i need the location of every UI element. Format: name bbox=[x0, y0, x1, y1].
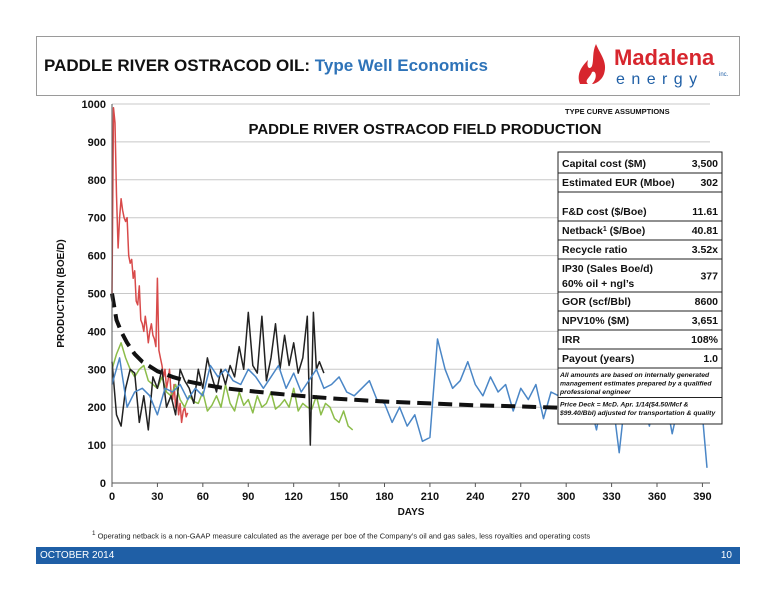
x-axis-label: DAYS bbox=[398, 507, 425, 518]
assumption-value: 302 bbox=[700, 177, 718, 189]
x-tick-label: 240 bbox=[466, 491, 484, 503]
y-tick-label: 200 bbox=[88, 402, 106, 414]
assumptions-table: TYPE CURVE ASSUMPTIONS Capital cost ($M) 3… bbox=[557, 107, 723, 425]
y-axis-label: PRODUCTION (BOE/D) bbox=[56, 239, 67, 347]
x-tick-label: 270 bbox=[512, 491, 530, 503]
assumption-label: Capital cost ($M) bbox=[562, 158, 646, 170]
assumption-value: 8600 bbox=[695, 296, 719, 308]
flame-logo-icon bbox=[578, 44, 606, 84]
assumption-label: Estimated EUR (Mboe) bbox=[562, 177, 675, 189]
logo-suffix: inc. bbox=[719, 72, 729, 78]
footer-bar bbox=[36, 547, 740, 564]
footer-page-number: 10 bbox=[720, 550, 732, 561]
well-production-line bbox=[111, 342, 354, 431]
y-tick-label: 1000 bbox=[82, 99, 106, 111]
x-tick-label: 150 bbox=[330, 491, 348, 503]
footnote: 1 Operating netback is a non-GAAP measur… bbox=[92, 530, 590, 541]
well-production-line bbox=[111, 311, 325, 446]
assumption-label: GOR (scf/Bbl) bbox=[562, 296, 631, 308]
assumption-label: IRR bbox=[562, 334, 581, 346]
y-tick-label: 300 bbox=[88, 364, 106, 376]
assumptions-note: $99.40/Bbl) adjusted for transportation … bbox=[559, 410, 716, 417]
footnote-marker: 1 bbox=[92, 530, 96, 537]
assumption-value: 108% bbox=[691, 334, 719, 346]
assumption-label: F&D cost ($/Boe) bbox=[562, 206, 647, 218]
assumption-label: NPV10% ($M) bbox=[562, 315, 629, 327]
assumption-value: 3,651 bbox=[692, 315, 718, 327]
assumption-label: Recycle ratio bbox=[562, 244, 627, 256]
logo-subword: e n e r g y bbox=[616, 71, 698, 88]
assumptions-table-frame bbox=[557, 151, 723, 369]
assumption-value: 3.52x bbox=[692, 244, 718, 256]
assumption-value: 1.0 bbox=[703, 353, 718, 365]
assumption-label: IP30 (Sales Boe/d) bbox=[562, 263, 653, 275]
assumptions-note: Price Deck = McD. Apr. 1/14($4.50/Mcf & bbox=[560, 402, 688, 409]
logo-wordmark: Madalena bbox=[614, 45, 715, 70]
assumption-value: 3,500 bbox=[692, 158, 718, 170]
x-tick-label: 360 bbox=[648, 491, 666, 503]
assumptions-notes-box bbox=[557, 367, 723, 425]
x-tick-label: 30 bbox=[151, 491, 163, 503]
assumption-label-line2: 60% oil + ngl’s bbox=[562, 278, 634, 290]
y-tick-label: 500 bbox=[88, 289, 106, 301]
assumption-label-rest: ($/Boe) bbox=[607, 225, 646, 237]
x-tick-label: 330 bbox=[602, 491, 620, 503]
y-tick-label: 700 bbox=[88, 213, 106, 225]
x-tick-label: 0 bbox=[109, 491, 115, 503]
header-box bbox=[36, 36, 740, 96]
footnote-text: Operating netback is a non-GAAP measure … bbox=[97, 531, 591, 541]
x-tick-label: 60 bbox=[197, 491, 209, 503]
assumption-label: Netback1 ($/Boe) bbox=[562, 225, 645, 237]
footer-date: OCTOBER 2014 bbox=[40, 550, 115, 561]
x-tick-label: 210 bbox=[421, 491, 439, 503]
chart-series bbox=[110, 107, 708, 468]
assumptions-note: management estimates prepared by a quali… bbox=[560, 381, 712, 388]
y-tick-label: 900 bbox=[88, 137, 106, 149]
assumptions-heading: TYPE CURVE ASSUMPTIONS bbox=[565, 107, 670, 116]
well-production-line bbox=[111, 107, 189, 424]
page-title-main: PADDLE RIVER OSTRACOD OIL: bbox=[44, 56, 311, 75]
y-tick-label: 600 bbox=[88, 251, 106, 263]
assumptions-note: professional engineer bbox=[559, 389, 631, 396]
y-tick-label: 100 bbox=[88, 440, 106, 452]
assumption-value: 40.81 bbox=[692, 225, 718, 237]
chart-title: PADDLE RIVER OSTRACOD FIELD PRODUCTION bbox=[248, 121, 601, 138]
assumption-sup: 1 bbox=[603, 226, 607, 233]
assumptions-note: All amounts are based on internally gene… bbox=[559, 372, 710, 379]
company-logo: Madalena e n e r g y inc. bbox=[578, 44, 729, 88]
page-title-sub: Type Well Economics bbox=[314, 56, 488, 75]
assumption-label: Payout (years) bbox=[562, 353, 634, 365]
y-tick-label: 400 bbox=[88, 326, 106, 338]
chart-axes: 0 100 200 300 400 500 600 700 800 900 1000 0 30 60 90 1… bbox=[82, 99, 712, 503]
x-tick-label: 180 bbox=[375, 491, 393, 503]
y-tick-label: 800 bbox=[88, 175, 106, 187]
x-tick-label: 90 bbox=[242, 491, 254, 503]
production-chart: 0 100 200 300 400 500 600 700 800 900 1000 0 30 60 90 1… bbox=[56, 99, 723, 518]
assumption-value: 11.61 bbox=[692, 206, 718, 218]
x-tick-label: 300 bbox=[557, 491, 575, 503]
page-title: PADDLE RIVER OSTRACOD OIL: Type Well Eco… bbox=[44, 56, 488, 76]
type-curve-line bbox=[110, 293, 708, 413]
assumption-value: 377 bbox=[700, 271, 718, 283]
y-tick-label: 0 bbox=[100, 478, 106, 490]
x-tick-label: 390 bbox=[693, 491, 711, 503]
x-tick-label: 120 bbox=[284, 491, 302, 503]
